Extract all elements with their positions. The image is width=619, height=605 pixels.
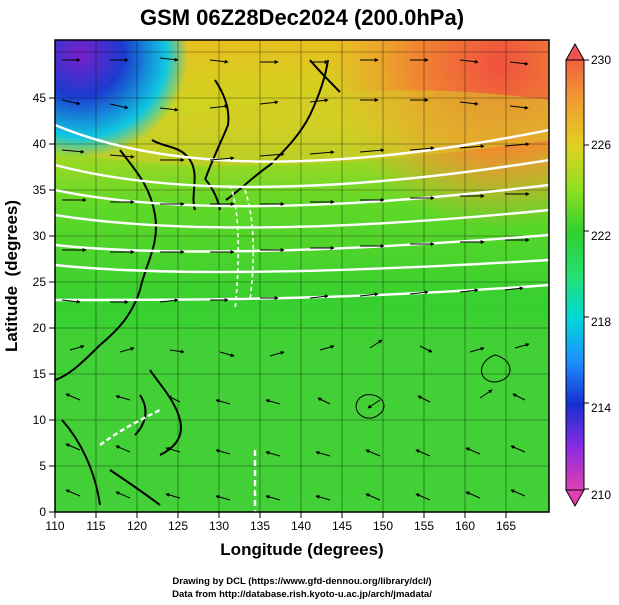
- x-tick-label: 160: [455, 519, 475, 533]
- x-tick-label: 135: [250, 519, 270, 533]
- colorbar-tick-label: 214: [591, 401, 611, 415]
- x-axis-label: Longitude (degrees): [220, 540, 383, 559]
- x-axis: 110 115 120 125 130 135 140 145 150 155 …: [45, 512, 516, 559]
- y-axis: 0 5 10 15 20 25 30 35 40 45 Latitude (de…: [2, 91, 55, 519]
- y-tick-label: 10: [33, 413, 47, 427]
- colorbar-tick-label: 230: [591, 53, 611, 67]
- plot-frame: [54, 39, 550, 513]
- colorbar: 210 214 218 222 226 230: [565, 42, 611, 508]
- x-tick-label: 140: [291, 519, 311, 533]
- y-tick-label: 35: [33, 183, 47, 197]
- x-tick-label: 115: [86, 519, 105, 533]
- coastlines: [55, 59, 341, 506]
- colorbar-tick-label: 210: [591, 488, 611, 502]
- x-tick-label: 110: [45, 519, 64, 533]
- x-tick-label: 125: [168, 519, 188, 533]
- y-tick-label: 45: [33, 91, 47, 105]
- y-tick-label: 0: [39, 505, 46, 519]
- colorbar-scale: [565, 59, 585, 491]
- chart-title: GSM 06Z28Dec2024 (200.0hPa): [140, 5, 464, 30]
- plot-area: [55, 40, 549, 512]
- credit-data-source: Data from http://database.rish.kyoto-u.a…: [172, 589, 432, 600]
- y-tick-label: 5: [39, 459, 46, 473]
- colorbar-min-arrow: [565, 489, 585, 508]
- credit-drawing: Drawing by DCL (https://www.gfd-dennou.o…: [172, 576, 431, 587]
- y-tick-label: 25: [33, 275, 47, 289]
- colorbar-tick-label: 226: [591, 138, 611, 152]
- x-tick-label: 155: [414, 519, 434, 533]
- y-tick-label: 15: [33, 367, 47, 381]
- isotach-contours: [55, 123, 549, 512]
- x-tick-label: 165: [496, 519, 516, 533]
- y-tick-label: 20: [33, 321, 47, 335]
- x-tick-label: 120: [127, 519, 147, 533]
- temperature-tropical-band: [55, 320, 549, 512]
- wind-vectors: [61, 57, 530, 501]
- colorbar-tick-label: 218: [591, 315, 611, 329]
- x-tick-label: 130: [209, 519, 229, 533]
- y-tick-label: 30: [33, 229, 47, 243]
- y-axis-label: Latitude (degrees): [2, 200, 21, 352]
- x-tick-label: 150: [373, 519, 393, 533]
- colorbar-tick-label: 222: [591, 229, 611, 243]
- y-tick-label: 40: [33, 137, 47, 151]
- colorbar-max-arrow: [565, 42, 585, 61]
- x-tick-label: 145: [332, 519, 352, 533]
